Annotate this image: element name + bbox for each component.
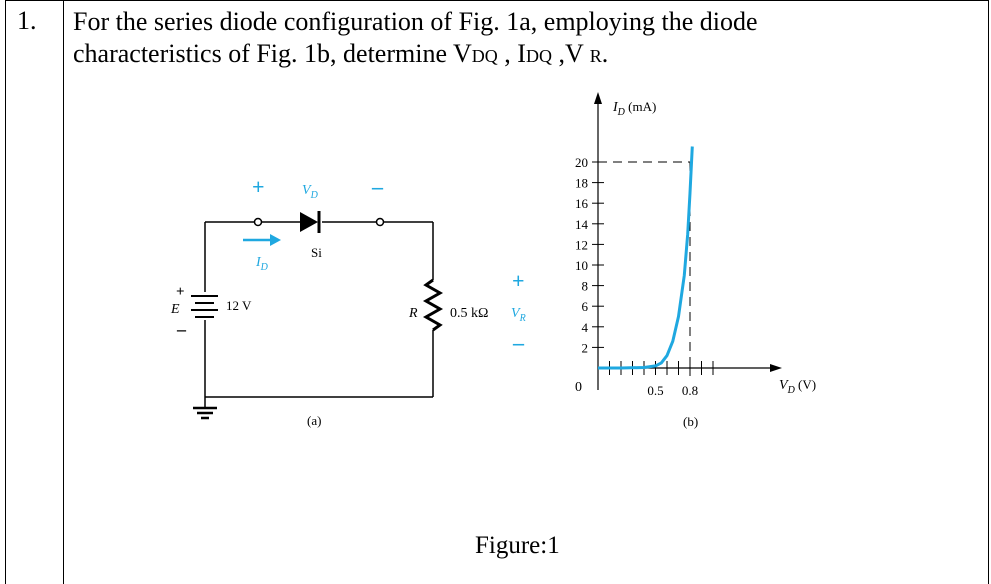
svg-text:ID (mA): ID (mA) (612, 99, 656, 118)
vd-label: V (302, 183, 312, 198)
svg-text:VR: VR (511, 306, 526, 324)
question-number: 1. (17, 6, 37, 35)
resistor-value: 0.5 kΩ (450, 306, 488, 321)
vr-minus: – (512, 330, 525, 355)
diode-icon (300, 212, 318, 232)
vr-label: V (511, 306, 521, 321)
y-tick-label: 4 (582, 320, 589, 335)
y-tick-label: 16 (575, 196, 589, 211)
y-tick-label: 8 (582, 279, 589, 294)
origin-label: 0 (575, 380, 582, 395)
x-tick-label: 0.8 (682, 383, 698, 398)
source-plus: + (176, 284, 185, 300)
x-axis-arrow-icon (770, 364, 782, 372)
diode-material-label: Si (311, 245, 322, 260)
y-tick-label: 6 (582, 299, 589, 314)
svg-text:VD (V): VD (V) (779, 377, 816, 396)
question-line-2: characteristics of Fig. 1b, determine VD… (73, 39, 609, 68)
y-tick-label: 14 (575, 217, 589, 232)
y-tick-label: 18 (575, 176, 588, 191)
svg-text:VD: VD (302, 183, 319, 201)
source-minus: – (176, 319, 187, 339)
y-axis-arrow-icon (594, 92, 602, 104)
x-tick-label: 0.5 (647, 383, 663, 398)
id-label: I (255, 255, 262, 270)
y-tick-label: 10 (575, 258, 588, 273)
source-label: E (170, 302, 180, 317)
source-value: 12 V (226, 298, 252, 313)
figure-caption: Figure:1 (475, 532, 560, 559)
x-axis-label: V (779, 378, 789, 393)
diode-curve (598, 146, 694, 370)
vd-plus: + (252, 174, 265, 199)
question-text: For the series diode configuration of Fi… (73, 6, 973, 72)
svg-text:ID: ID (255, 255, 269, 273)
vd-minus: – (371, 174, 384, 199)
vr-plus: + (512, 268, 525, 293)
question-line-1: For the series diode configuration of Fi… (73, 7, 758, 36)
y-tick-label: 2 (582, 340, 589, 355)
question-table-frame (5, 0, 989, 584)
chart-caption: (b) (683, 414, 698, 429)
column-divider (63, 0, 64, 584)
y-tick-label: 12 (575, 237, 588, 252)
y-axis-label: I (612, 100, 619, 115)
resistor-label: R (408, 306, 418, 321)
y-tick-label: 20 (575, 155, 588, 170)
circuit-caption: (a) (307, 413, 321, 428)
